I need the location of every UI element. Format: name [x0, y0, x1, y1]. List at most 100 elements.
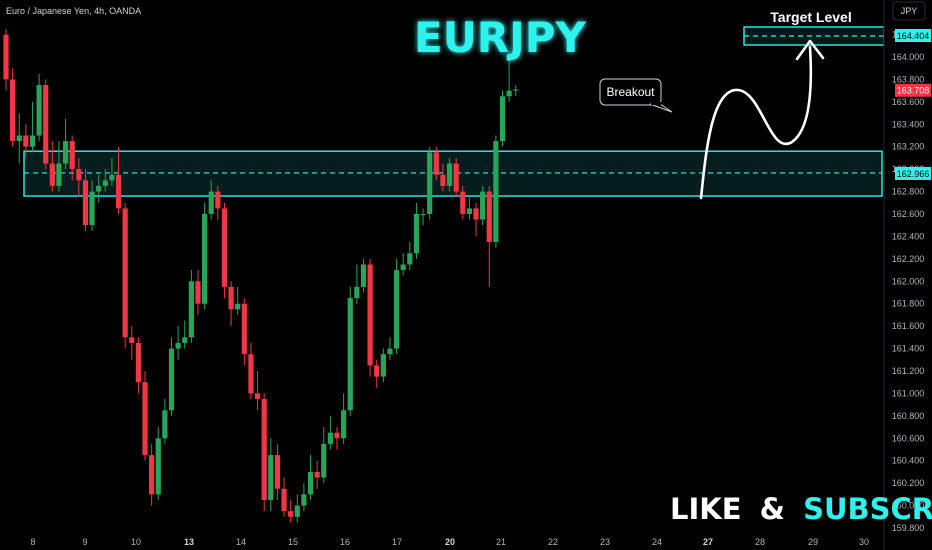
price-tag-zone-text: 162.966: [897, 169, 930, 179]
candle-up: [307, 471, 314, 495]
candle-up: [109, 174, 115, 181]
symbol-info: Euro / Japanese Yen, 4h, OANDA: [6, 6, 141, 16]
candle-up: [321, 443, 327, 478]
candle-down: [69, 141, 75, 170]
candle-down: [460, 191, 466, 214]
candle-down: [221, 208, 228, 287]
target-level-label: Target Level: [770, 9, 851, 25]
candle-up: [202, 214, 208, 304]
candle-up: [294, 505, 300, 517]
candle-down: [367, 264, 373, 366]
price-tag-target-text: 164.404: [897, 31, 930, 41]
price-tick-label: 164.000: [892, 52, 925, 62]
subscribe-text: SUBSCRIBE: [803, 492, 932, 526]
candle-down: [49, 163, 55, 186]
time-tick-label: 16: [340, 537, 350, 547]
candle-up: [29, 135, 36, 147]
time-tick-label: 10: [131, 537, 141, 547]
price-tick-label: 163.200: [892, 142, 925, 152]
support-zone: [23, 150, 883, 197]
price-tick-label: 163.600: [892, 97, 925, 107]
price-tag-current: 163.708: [895, 83, 931, 97]
candle-down: [215, 191, 221, 209]
candle-down: [149, 455, 155, 495]
time-tick-label: 24: [652, 537, 662, 547]
candle-up: [420, 214, 426, 215]
time-tick-label: 13: [184, 537, 194, 547]
price-tick-label: 163.400: [892, 119, 925, 129]
price-tick-label: 161.800: [892, 299, 925, 309]
candle-down: [261, 399, 267, 500]
candle-up: [235, 303, 241, 310]
time-tick-label: 15: [288, 537, 298, 547]
candle-up: [208, 191, 214, 214]
candle-down: [274, 455, 281, 489]
price-tick-label: 159.800: [892, 523, 925, 533]
candle-down: [374, 365, 380, 377]
price-tick-label: 162.600: [892, 209, 925, 219]
price-tag-zone: 162.966: [895, 166, 931, 180]
candle-up: [407, 253, 413, 265]
candle-down: [248, 354, 254, 394]
candle-up: [188, 281, 194, 338]
time-tick-label: 21: [496, 537, 506, 547]
candle-down: [440, 174, 446, 186]
candle-down: [10, 79, 16, 142]
amp-text: &: [760, 492, 785, 526]
candle-down: [3, 34, 9, 80]
candle-down: [23, 135, 29, 147]
candle-down: [195, 281, 201, 304]
like-text: LIKE: [670, 492, 742, 526]
candle-up: [506, 90, 512, 97]
time-tick-label: 20: [445, 537, 455, 547]
candle-up: [480, 191, 486, 220]
candle-down: [486, 191, 492, 243]
candle-up: [168, 348, 175, 411]
currency-button[interactable]: JPY: [892, 1, 926, 21]
candle-up: [360, 264, 367, 287]
candle-down: [281, 488, 287, 512]
time-tick-label: 28: [755, 537, 765, 547]
candle-down: [433, 152, 439, 175]
candle-up: [102, 180, 108, 186]
candle-up: [89, 191, 95, 226]
breakout-label: Breakout: [606, 85, 655, 99]
candle-down: [76, 169, 82, 181]
svg-text:LIKE & SUBSCRIBE: LIKE & SUBSCRIBE: [670, 492, 932, 526]
candle-down: [473, 208, 479, 220]
price-tick-label: 160.000: [892, 501, 925, 511]
breakout-callout: Breakout: [599, 78, 673, 113]
candle-down: [129, 337, 135, 343]
currency-label: JPY: [901, 6, 918, 16]
candle-up: [36, 85, 42, 136]
candle-up: [400, 264, 406, 271]
candle-up: [354, 286, 360, 299]
price-axis-ticks: 159.800 160.000 160.200 160.400 160.600 160.8…: [892, 30, 925, 533]
candle-down: [241, 303, 247, 355]
candle-up: [413, 214, 420, 254]
candle-up: [427, 152, 433, 214]
candle-up: [182, 337, 188, 343]
time-tick-label: 29: [808, 537, 818, 547]
candle-up: [347, 298, 353, 411]
candle-up: [62, 141, 69, 164]
candle-up: [327, 432, 333, 444]
time-tick-label: 27: [703, 537, 713, 547]
candle-down: [122, 208, 128, 338]
projection-arrow-path: [699, 45, 813, 200]
price-tick-label: 160.600: [892, 433, 925, 443]
time-axis[interactable]: 8 9 10 13 14 15 16 17 20 21 22 23 24 27 28 29 30: [30, 537, 869, 547]
candle-down: [115, 174, 122, 209]
candle-up: [301, 494, 307, 506]
candle-down: [453, 163, 459, 192]
candle-down: [228, 286, 234, 310]
price-tick-label: 161.000: [892, 388, 925, 398]
time-tick-label: 9: [82, 537, 87, 547]
candle-up: [155, 438, 161, 495]
price-tick-label: 161.400: [892, 344, 925, 354]
candle-up: [393, 270, 400, 349]
price-tick-label: 162.800: [892, 187, 925, 197]
candle-down: [142, 382, 148, 456]
price-tick-label: 160.400: [892, 456, 925, 466]
